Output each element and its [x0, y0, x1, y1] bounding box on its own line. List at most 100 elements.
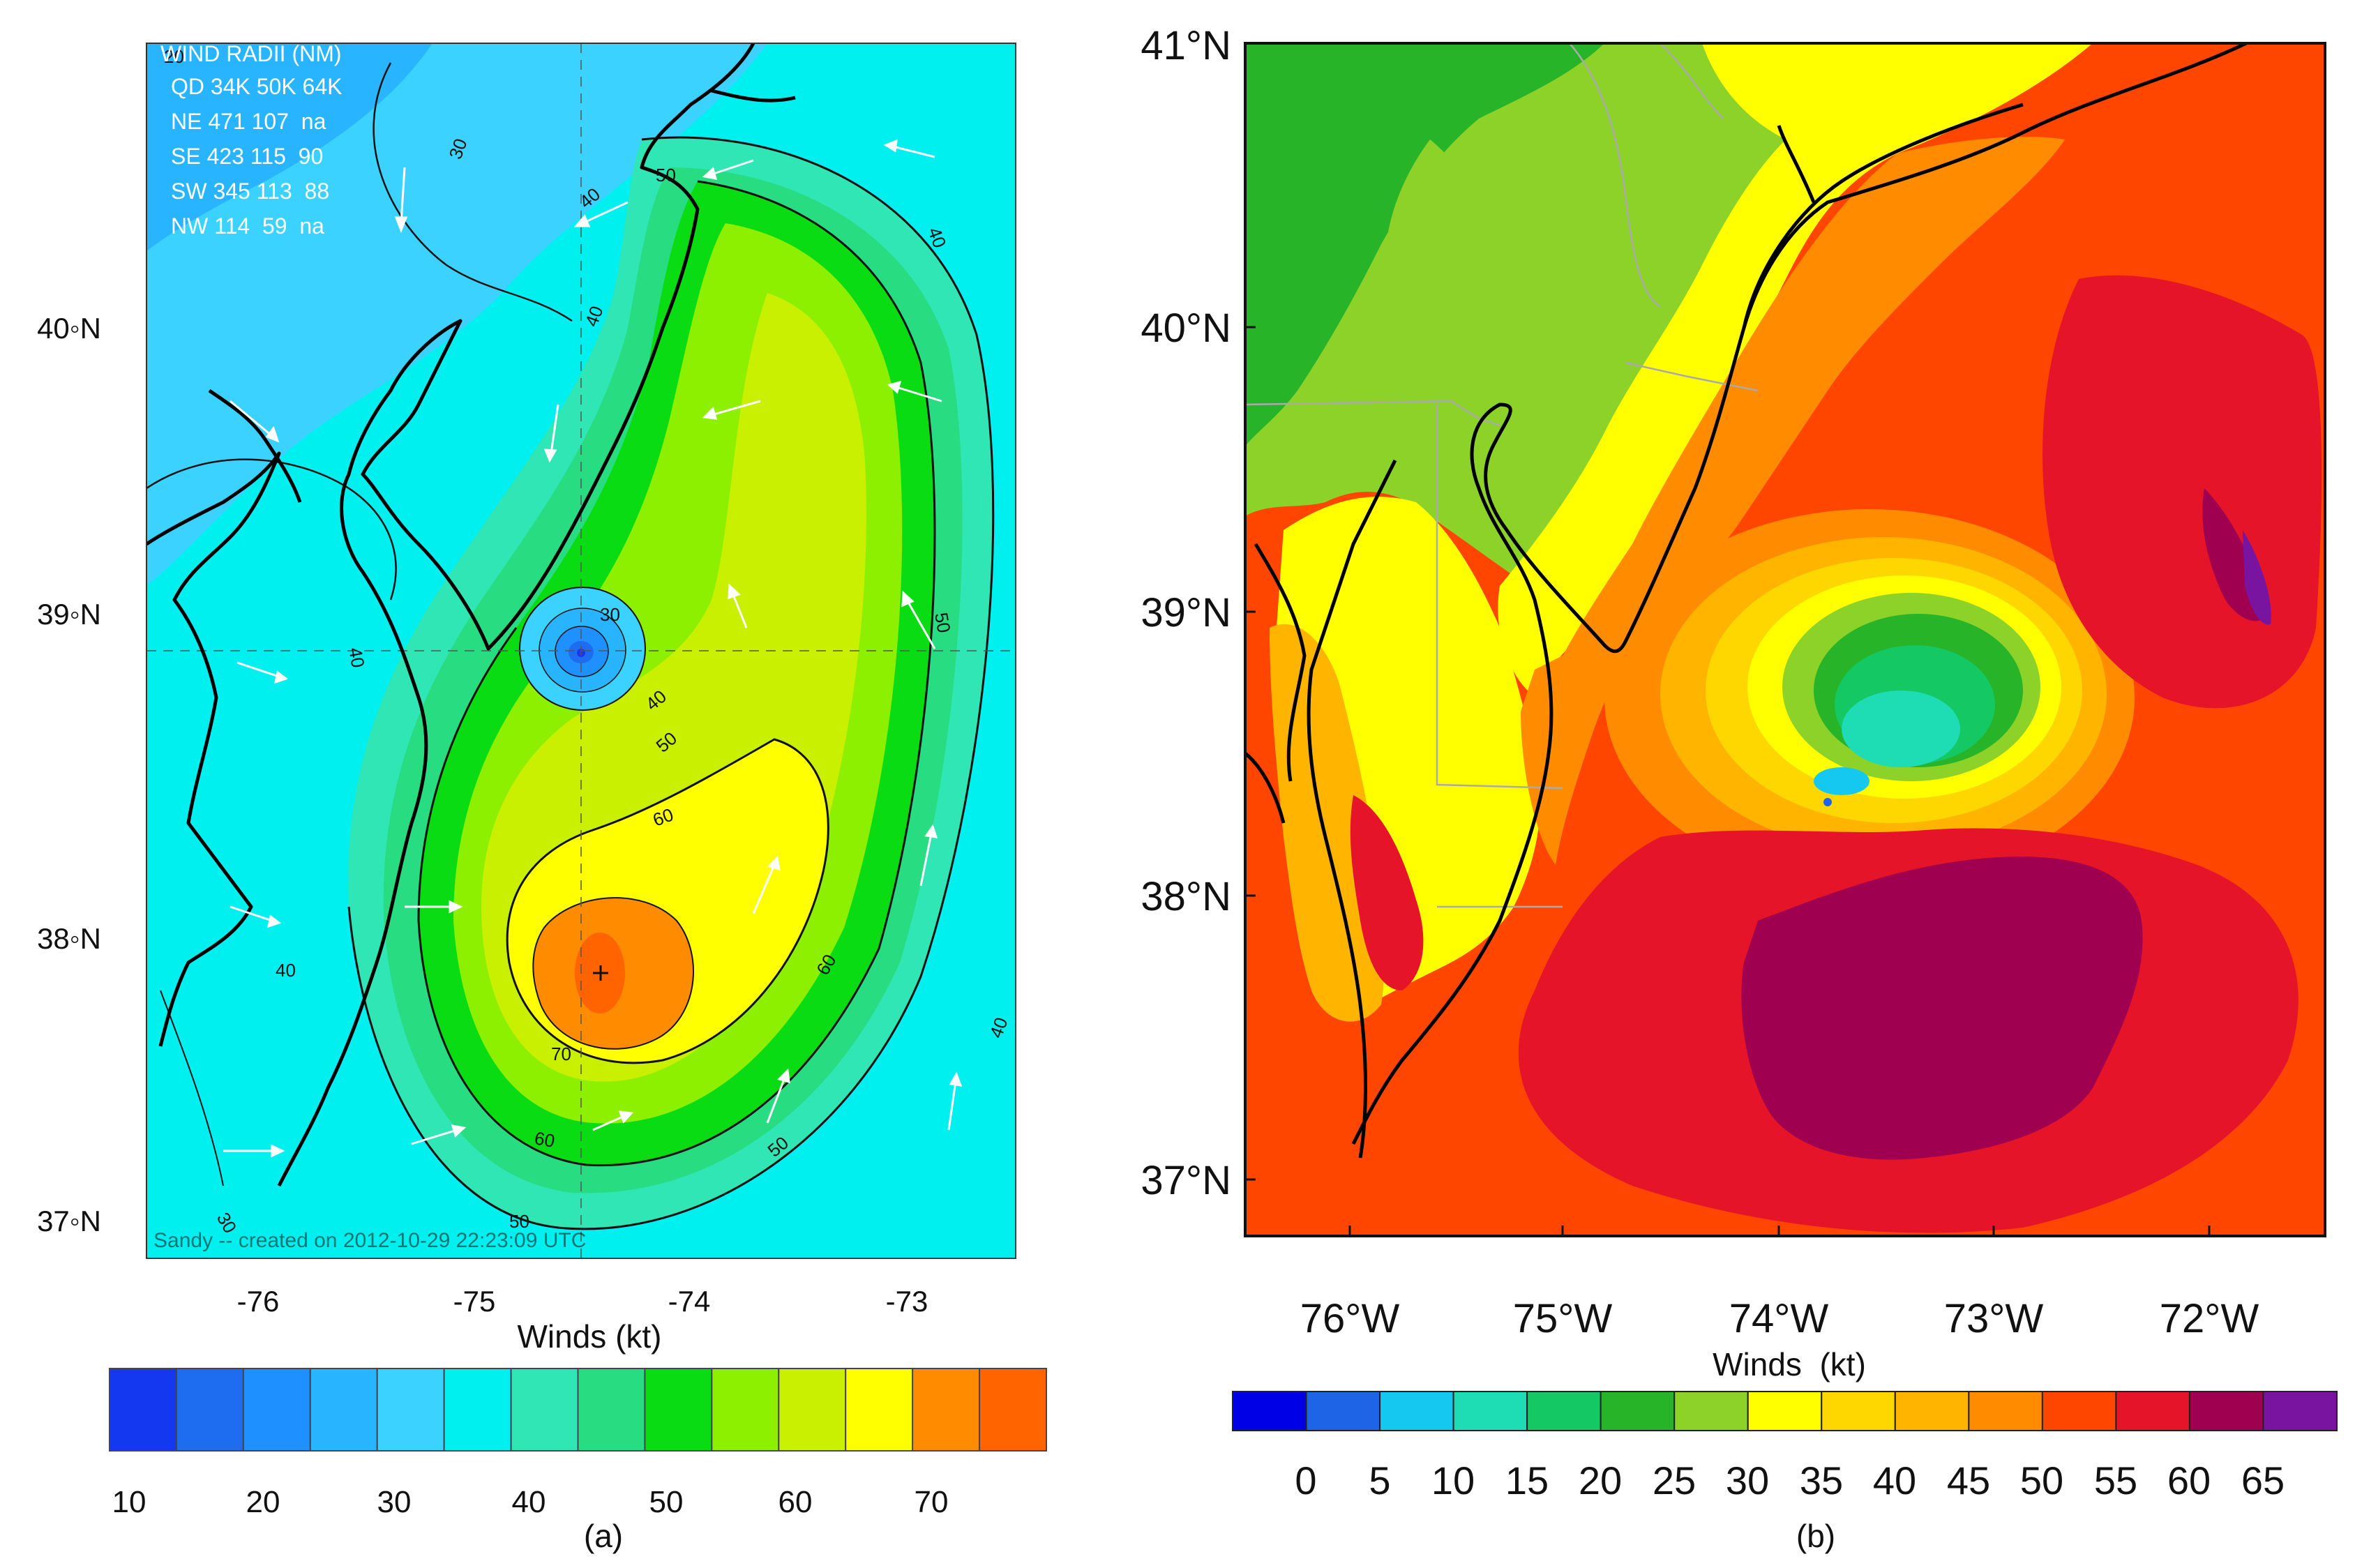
contour-label: 40	[345, 646, 369, 670]
contour-label: 20	[164, 46, 184, 67]
colorbar-b-tick: 55	[2094, 1458, 2137, 1502]
colorbar-b-tick: 10	[1431, 1458, 1475, 1502]
lat-label: 40◦N	[37, 312, 101, 345]
colorbar-b-tick: 0	[1295, 1458, 1316, 1502]
colorbar-swatch	[2262, 1391, 2338, 1431]
colorbar-a-tick: 40	[512, 1485, 546, 1519]
colorbar-a-tick: 10	[112, 1485, 146, 1519]
colorbar-b-tick: 20	[1579, 1458, 1622, 1502]
lon-label: 76°W	[1300, 1296, 1400, 1341]
lat-ticks-b	[1245, 42, 2211, 1236]
colorbar-b-tick: 40	[1873, 1458, 1916, 1502]
creation-footer: Sandy -- created on 2012-10-29 22:23:09 …	[153, 1229, 586, 1252]
colorbar-swatch	[1600, 1391, 1676, 1431]
colorbar-b-tick: 50	[2020, 1458, 2063, 1502]
colorbar-swatch	[1968, 1391, 2043, 1431]
colorbar-b-tick: 60	[2167, 1458, 2211, 1502]
wind-radii-row: SW 345 113 88	[171, 179, 329, 204]
lon-label: -76	[237, 1285, 280, 1318]
colorbar-swatch	[577, 1368, 646, 1452]
colorbar-swatch	[979, 1368, 1047, 1452]
colorbar-swatch	[510, 1368, 579, 1452]
colorbar-swatch	[309, 1368, 378, 1452]
coastline-nj	[277, 43, 755, 1187]
colorbar-swatch	[1452, 1391, 1528, 1431]
max-wind-region	[1741, 857, 2143, 1160]
colorbar-a-tick: 50	[649, 1485, 684, 1519]
colorbar-swatch	[1673, 1391, 1749, 1431]
colorbar-swatch	[2115, 1391, 2190, 1431]
colorbar-b-tick: 25	[1653, 1458, 1696, 1502]
colorbar-swatch	[778, 1368, 847, 1452]
colorbar-b-tick: 5	[1369, 1458, 1390, 1502]
colorbar-swatch	[1232, 1391, 1307, 1431]
colorbar-a-title: Winds (kt)	[518, 1318, 662, 1355]
colorbar-a	[109, 1368, 1047, 1452]
wind-radii-row: SE 423 115 90	[171, 144, 323, 169]
lat-label: 41°N	[1141, 23, 1231, 68]
colorbar-b-tick: 30	[1726, 1458, 1769, 1502]
colorbar-swatch	[175, 1368, 244, 1452]
colorbar-b-tick: 65	[2241, 1458, 2285, 1502]
coastline-bay	[146, 451, 281, 1047]
lat-label: 39°N	[1141, 590, 1231, 635]
colorbar-swatch	[2188, 1391, 2264, 1431]
colorbar-swatch	[109, 1368, 177, 1452]
panel-a-map: 30 40 40 40 50 40 30 40 50 60 60 70 60 5…	[146, 43, 1016, 1258]
lat-label: 39◦N	[37, 598, 101, 631]
lon-label: 75°W	[1513, 1296, 1613, 1341]
colorbar-swatch	[1894, 1391, 1970, 1431]
colorbar-swatch	[1821, 1391, 1896, 1431]
colorbar-a-tick: 70	[915, 1485, 949, 1519]
colorbar-swatch	[912, 1368, 981, 1452]
colorbar-swatch	[1526, 1391, 1602, 1431]
contour-label: 50	[931, 611, 955, 635]
colorbar-a-tick: 30	[377, 1485, 412, 1519]
panel-b-map	[1245, 43, 2325, 1236]
colorbar-swatch	[443, 1368, 512, 1452]
colorbar-swatch	[2041, 1391, 2117, 1431]
contour-label: 60	[533, 1127, 557, 1152]
colorbar-b-tick: 35	[1800, 1458, 1843, 1502]
colorbar-a-tick: 20	[246, 1485, 280, 1519]
colorbar-swatch	[242, 1368, 311, 1452]
colorbar-swatch	[376, 1368, 445, 1452]
lon-label: -74	[668, 1285, 711, 1318]
coastline-bay	[1307, 459, 1397, 1159]
wind-radii-header: QD 34K 50K 64K	[171, 74, 342, 99]
colorbar-b-tick: 15	[1505, 1458, 1549, 1502]
contour-label: 50	[656, 165, 676, 186]
lon-label: -75	[453, 1285, 496, 1318]
panel-b: 41°N 40°N 39°N 38°N 37°N 76°W 75°W 74°W …	[1141, 23, 2338, 1554]
lat-label: 37°N	[1141, 1158, 1231, 1203]
colorbar-swatch	[711, 1368, 780, 1452]
wind-radii-row: NE 471 107 na	[171, 109, 326, 134]
wind-arrows	[223, 139, 963, 1158]
colorbar-swatch	[1379, 1391, 1454, 1431]
colorbar-b	[1232, 1391, 2338, 1431]
wind-radii-row: NW 114 59 na	[171, 213, 324, 239]
lat-label: 38°N	[1141, 874, 1231, 919]
lon-label: 73°W	[1944, 1296, 2044, 1341]
contour-label: 70	[551, 1043, 571, 1064]
lat-label: 37◦N	[37, 1205, 101, 1237]
colorbar-swatch	[644, 1368, 713, 1452]
lon-label: -73	[886, 1285, 928, 1318]
contour-label: 40	[276, 960, 296, 981]
lat-label: 38◦N	[37, 922, 101, 955]
wind-radii-box: WIND RADII (NM) QD 34K 50K 64K NE 471 10…	[160, 43, 342, 239]
caption-a: (a)	[584, 1518, 623, 1554]
colorbar-swatch	[1747, 1391, 1823, 1431]
colorbar-swatch	[845, 1368, 914, 1452]
lon-label: 74°W	[1729, 1296, 1829, 1341]
contour-label: 50	[509, 1211, 529, 1232]
colorbar-b-tick: 45	[1947, 1458, 1990, 1502]
lat-label: 40°N	[1141, 306, 1231, 351]
colorbar-b-title: Winds (kt)	[1713, 1346, 1866, 1382]
caption-b: (b)	[1796, 1518, 1835, 1554]
lon-label: 72°W	[2160, 1296, 2259, 1341]
colorbar-swatch	[1305, 1391, 1381, 1431]
storm-center-marker	[593, 965, 608, 981]
contour-label: 30	[600, 604, 620, 625]
